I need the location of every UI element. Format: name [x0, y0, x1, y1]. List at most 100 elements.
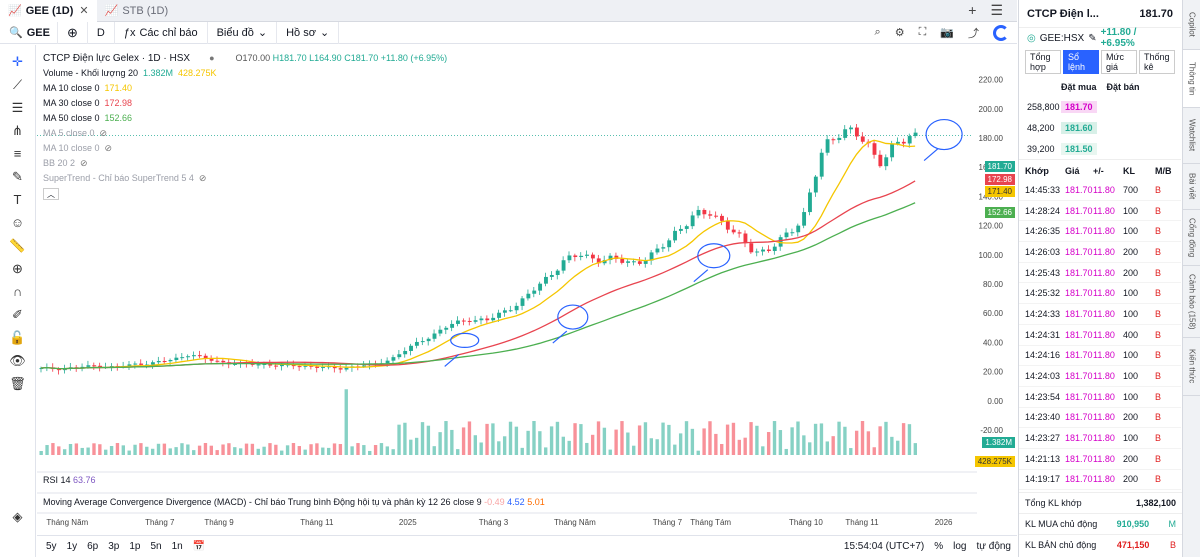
- candle-body: [315, 367, 319, 368]
- range-5d[interactable]: 5n: [146, 541, 167, 552]
- share-icon[interactable]: ⤴: [968, 25, 979, 41]
- range-1y[interactable]: 1y: [62, 541, 83, 552]
- ma5-label[interactable]: MA 5 close 0: [43, 126, 95, 141]
- brand-logo-icon: [993, 25, 1009, 41]
- percent-toggle[interactable]: %: [934, 541, 943, 552]
- brush-icon[interactable]: ✎: [8, 168, 28, 185]
- camera-icon[interactable]: 📷: [940, 26, 954, 39]
- trade-price: 181.70: [1065, 412, 1093, 422]
- sell-tag: B: [1170, 540, 1176, 550]
- eye-icon[interactable]: 👁: [8, 352, 28, 369]
- gear-icon[interactable]: ⚙: [895, 26, 905, 39]
- tab-gee[interactable]: 📈 GEE (1D) ✕: [0, 0, 97, 22]
- profile-button[interactable]: Hồ sơ ⌄: [277, 22, 339, 44]
- volume-bar: [92, 443, 95, 455]
- candle-body: [362, 365, 366, 366]
- magnet-icon[interactable]: ∩: [8, 283, 28, 300]
- pitchfork-icon[interactable]: ⋔: [8, 122, 28, 139]
- fullscreen-icon[interactable]: ⛶: [919, 26, 927, 39]
- text-icon[interactable]: T: [8, 191, 28, 208]
- range-3m[interactable]: 3p: [103, 541, 124, 552]
- vtab-knowledge[interactable]: Kiến thức: [1183, 338, 1200, 396]
- vtab-community[interactable]: Cổng đồng: [1183, 210, 1200, 266]
- lock-drawing-icon[interactable]: ✐: [8, 306, 28, 323]
- volume-bar: [685, 421, 688, 455]
- auto-toggle[interactable]: tự động: [977, 541, 1012, 552]
- volume-bar: [808, 442, 811, 455]
- inspect-icon[interactable]: ⌕: [875, 26, 881, 39]
- trendline-icon[interactable]: ⟋: [8, 76, 28, 93]
- candle-body: [714, 216, 718, 217]
- ma30-label[interactable]: MA 30 close 0: [43, 96, 100, 111]
- trade-price: 181.70: [1065, 288, 1093, 298]
- tab-price-levels[interactable]: Mức giá: [1101, 50, 1137, 74]
- tab-summary[interactable]: Tổng hợp: [1025, 50, 1061, 74]
- crosshair-icon[interactable]: ✛: [8, 53, 28, 70]
- bid-price[interactable]: 181.60: [1061, 122, 1097, 134]
- macd-signal-value: 5.01: [527, 497, 545, 507]
- eye-off-icon[interactable]: ⊘: [100, 126, 108, 141]
- layout-icon[interactable]: ☰: [990, 2, 1003, 19]
- trades-list[interactable]: 14:45:33 181.70 11.80 700 B 14:28:24 181.70 11.…: [1019, 180, 1181, 490]
- trade-price: 181.70: [1065, 392, 1093, 402]
- bb-label[interactable]: BB 20 2: [43, 156, 75, 171]
- zoom-in-icon[interactable]: ⊕: [8, 260, 28, 277]
- calendar-icon[interactable]: 📅: [188, 541, 210, 552]
- compare-button[interactable]: ⊕: [58, 22, 88, 44]
- ma50-value: 152.66: [105, 111, 133, 126]
- ma50-label[interactable]: MA 50 close 0: [43, 111, 100, 126]
- ruler-icon[interactable]: 📏: [8, 237, 28, 254]
- volume-label[interactable]: Volume - Khối lượng 20: [43, 66, 138, 81]
- candle-body: [591, 255, 595, 259]
- eye-off-icon[interactable]: ⊘: [80, 156, 88, 171]
- price-scale[interactable]: 181.70 172.98 171.40 152.66 1.382M 428.2…: [977, 45, 1017, 470]
- layers-icon[interactable]: ◈: [8, 508, 28, 525]
- vtab-posts[interactable]: Bài viết: [1183, 164, 1200, 210]
- chart-type-button[interactable]: Biểu đồ ⌄: [208, 22, 278, 44]
- emoji-icon[interactable]: ☺: [8, 214, 28, 231]
- ma10b-label[interactable]: MA 10 close 0: [43, 141, 100, 156]
- candle-body: [802, 212, 806, 226]
- eye-off-icon[interactable]: ⊘: [105, 141, 113, 156]
- lock-icon[interactable]: 🔓: [8, 329, 28, 346]
- chart-area[interactable]: 220.00200.00180.00160.00140.00120.00100.…: [37, 45, 1017, 535]
- fib-icon[interactable]: ≡: [8, 145, 28, 162]
- hlines-icon[interactable]: ☰: [8, 99, 28, 116]
- log-toggle[interactable]: log: [953, 541, 966, 552]
- time-axis-label: Tháng Năm: [46, 518, 88, 527]
- range-1m[interactable]: 1p: [124, 541, 145, 552]
- collapse-legend-button[interactable]: ︿: [43, 188, 59, 200]
- interval-button[interactable]: D: [88, 22, 115, 44]
- trade-row: 14:23:27 181.70 11.80 100 B: [1019, 428, 1181, 449]
- supertrend-label[interactable]: SuperTrend - Chỉ báo SuperTrend 5 4: [43, 171, 194, 186]
- bid-price[interactable]: 181.50: [1061, 143, 1097, 155]
- indicators-button[interactable]: ƒx Các chỉ báo: [115, 22, 208, 44]
- symbol-search[interactable]: 🔍 GEE: [0, 22, 58, 44]
- vtab-watchlist[interactable]: Watchlist: [1183, 108, 1200, 164]
- rsi-label[interactable]: RSI 14: [43, 475, 71, 485]
- vtab-info[interactable]: Thông tin: [1183, 50, 1200, 108]
- range-1d[interactable]: 1n: [167, 541, 188, 552]
- add-tab-icon[interactable]: +: [968, 2, 976, 19]
- candle-body: [216, 361, 220, 362]
- volume-bar: [878, 426, 881, 455]
- trash-icon[interactable]: 🗑: [8, 375, 28, 392]
- macd-label[interactable]: Moving Average Convergence Divergence (M…: [43, 497, 482, 507]
- range-5y[interactable]: 5y: [41, 541, 62, 552]
- volume-bar: [268, 443, 271, 455]
- close-tab-icon[interactable]: ✕: [79, 4, 88, 17]
- range-6m[interactable]: 6p: [82, 541, 103, 552]
- vtab-alerts[interactable]: Cảnh báo (158): [1183, 266, 1200, 338]
- tab-stats[interactable]: Thống kê: [1139, 50, 1175, 74]
- tab-stb[interactable]: 📈 STB (1D): [97, 0, 177, 22]
- candle-body: [679, 229, 683, 231]
- ma10-label[interactable]: MA 10 close 0: [43, 81, 100, 96]
- tab-orderbook[interactable]: Sổ lệnh: [1063, 50, 1099, 74]
- edit-icon[interactable]: ✎: [1088, 33, 1096, 44]
- annotation-circle: [698, 244, 730, 268]
- volume-bar: [679, 433, 682, 455]
- vtab-copilot[interactable]: Copilot: [1183, 0, 1200, 50]
- volume-bar: [826, 441, 829, 455]
- eye-off-icon[interactable]: ⊘: [199, 171, 207, 186]
- bid-price[interactable]: 181.70: [1061, 101, 1097, 113]
